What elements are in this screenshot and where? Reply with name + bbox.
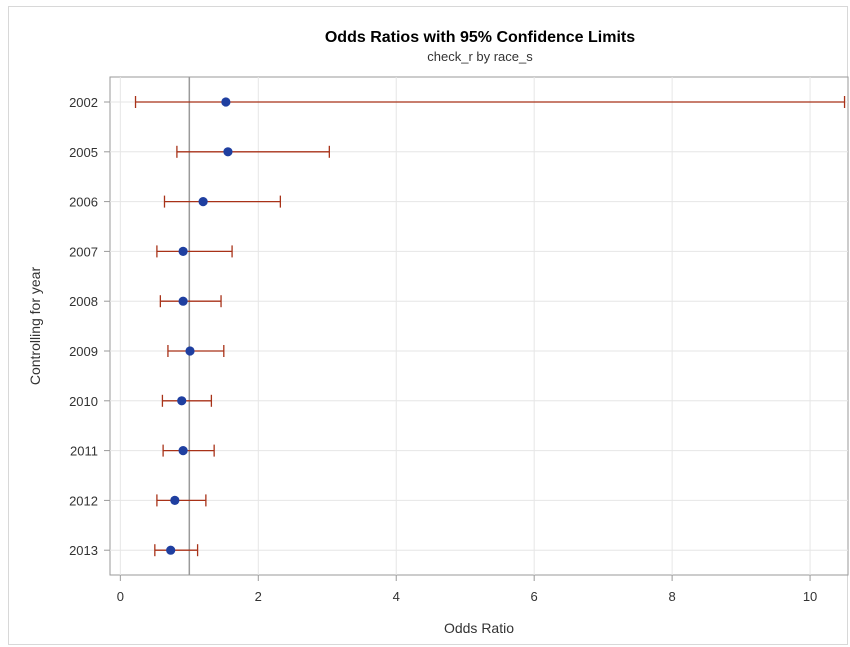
x-tick-label: 6 xyxy=(531,589,538,604)
chart-title: Odds Ratios with 95% Confidence Limits xyxy=(325,29,635,46)
odds-ratio-point-2013 xyxy=(166,545,176,555)
odds-ratio-point-2009 xyxy=(185,346,195,356)
y-tick-label: 2007 xyxy=(69,244,98,259)
y-axis-label: Controlling for year xyxy=(27,267,43,386)
x-tick-label: 2 xyxy=(255,589,262,604)
plot-area xyxy=(109,76,849,576)
chart-subtitle: check_r by race_s xyxy=(427,49,533,64)
y-tick-label: 2009 xyxy=(69,344,98,359)
y-tick-label: 2002 xyxy=(69,95,98,110)
data-layer xyxy=(134,96,846,557)
odds-ratio-point-2010 xyxy=(177,396,187,406)
odds-ratio-point-2012 xyxy=(170,495,180,505)
y-tick-label: 2008 xyxy=(69,294,98,309)
y-tick-label: 2006 xyxy=(69,195,98,210)
x-tick-label: 0 xyxy=(117,589,124,604)
x-axis-label: Odds Ratio xyxy=(444,620,514,636)
x-tick-label: 8 xyxy=(669,589,676,604)
y-tick-label: 2011 xyxy=(70,444,98,459)
grid-lines xyxy=(110,77,848,575)
y-tick-label: 2005 xyxy=(69,145,98,160)
x-tick-label: 4 xyxy=(393,589,400,604)
odds-ratio-point-2005 xyxy=(223,147,233,157)
y-axis-ticks: 2002 2005 2006 2007 2008 2009 2010 2011 2012 2013 xyxy=(69,95,110,558)
y-tick-label: 2012 xyxy=(69,493,98,508)
x-tick-label: 10 xyxy=(803,589,817,604)
x-axis-ticks: 0 2 4 6 8 10 xyxy=(117,575,817,604)
y-tick-label: 2013 xyxy=(69,543,98,558)
odds-ratio-point-2002 xyxy=(221,97,231,107)
odds-ratio-point-2008 xyxy=(178,296,188,306)
odds-ratio-point-2011 xyxy=(178,446,188,456)
y-tick-label: 2010 xyxy=(69,394,98,409)
odds-ratio-point-2007 xyxy=(178,246,188,256)
odds-ratio-point-2006 xyxy=(198,197,208,207)
